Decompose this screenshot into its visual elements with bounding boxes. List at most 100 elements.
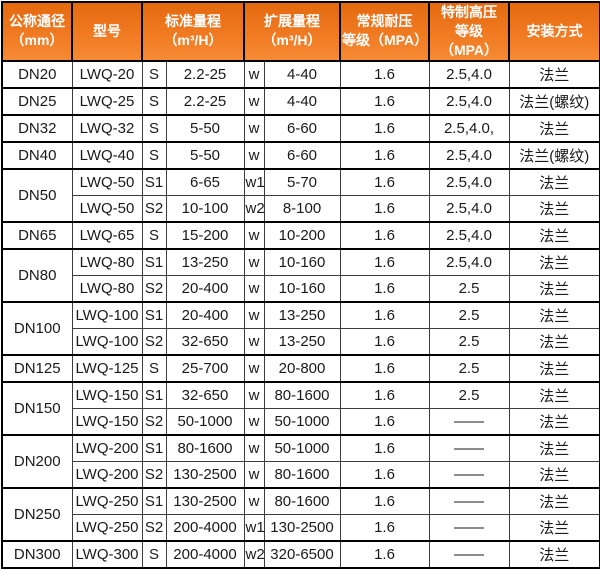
cell-s-range: 130-2500 <box>165 460 245 489</box>
cell-s-range: 6-65 <box>165 167 245 196</box>
cell-w-code: w <box>243 327 265 356</box>
cell-model: LWQ-80 <box>71 247 143 276</box>
cell-install: 法兰 <box>508 167 600 196</box>
table-row-dn200-s2: LWQ-200 S2 130-2500 w 80-1600 1.6 —— 法兰 <box>2 460 600 489</box>
cell-high-pressure: 2.5,4.0, <box>428 113 510 143</box>
cell-model: LWQ-65 <box>71 220 143 250</box>
cell-s-range: 5-50 <box>165 113 245 143</box>
cell-install: 法兰 <box>508 220 600 250</box>
cell-model: LWQ-100 <box>71 300 143 329</box>
cell-model: LWQ-50 <box>71 167 143 196</box>
cell-w-code: w <box>243 353 265 383</box>
cell-w-code: w <box>243 220 265 250</box>
cell-s-code: S1 <box>141 247 167 276</box>
cell-dn: DN32 <box>1 113 73 143</box>
cell-dn: DN80 <box>1 247 73 303</box>
table-row-dn150-s2: LWQ-150 S2 50-1000 w 50-1000 1.6 —— 法兰 <box>2 407 600 436</box>
cell-s-code: S1 <box>141 433 167 462</box>
cell-w-code: w <box>243 274 265 303</box>
cell-s-range: 200-4000 <box>165 513 245 542</box>
table-row-dn20: DN20 LWQ-20 S 2.2-25 w 4-40 1.6 2.5,4.0 … <box>1 59 600 89</box>
cell-pressure: 1.6 <box>339 194 430 223</box>
cell-s-code: S <box>141 113 167 143</box>
cell-s-range: 130-2500 <box>165 486 245 515</box>
cell-dn: DN300 <box>1 539 73 569</box>
cell-s-code: S <box>141 220 167 250</box>
cell-model: LWQ-32 <box>71 113 143 143</box>
cell-install: 法兰 <box>508 407 600 436</box>
cell-install: 法兰 <box>508 353 600 383</box>
cell-high-pressure: 2.5 <box>428 300 510 329</box>
cell-w-range: 10-200 <box>263 220 341 250</box>
cell-install: 法兰 <box>508 327 600 356</box>
cell-s-range: 13-250 <box>165 247 245 276</box>
cell-w-range: 13-250 <box>263 327 341 356</box>
cell-w-range: 50-1000 <box>263 407 341 436</box>
header-row: 公称通径 （mm） 型号 标准量程 （m³/H） 扩展量程 （m³/H） 常规耐… <box>1 1 600 62</box>
cell-high-pressure: —— <box>428 433 510 462</box>
cell-high-pressure: 2.5,4.0 <box>428 220 510 250</box>
cell-w-range: 80-1600 <box>263 486 341 515</box>
cell-s-range: 20-400 <box>165 300 245 329</box>
cell-s-code: S2 <box>141 460 167 489</box>
cell-install: 法兰 <box>508 300 600 329</box>
cell-w-code: w1 <box>243 167 265 196</box>
table-row-dn40: DN40 LWQ-40 S 5-50 w 6-60 1.6 2.5,4.0 法兰… <box>1 140 600 170</box>
cell-pressure: 1.6 <box>339 380 430 409</box>
cell-s-code: S <box>141 86 167 116</box>
cell-high-pressure: 2.5 <box>428 353 510 383</box>
cell-s-range: 10-100 <box>165 194 245 223</box>
cell-w-code: w <box>243 486 265 515</box>
cell-s-code: S <box>141 140 167 170</box>
table-row-dn25: DN25 LWQ-25 S 2.2-25 w 4-40 1.6 2.5,4.0 … <box>1 86 600 116</box>
cell-pressure: 1.6 <box>339 86 430 116</box>
cell-w-code: w1 <box>243 513 265 542</box>
table-row-dn150-s1: DN150 LWQ-150 S1 32-650 w 80-1600 1.6 2.… <box>1 380 600 436</box>
cell-s-code: S1 <box>141 167 167 196</box>
header-standard-range: 标准量程 （m³/H） <box>141 1 245 62</box>
table-row-dn200-s1: DN200 LWQ-200 S1 80-1600 w 50-1000 1.6 —… <box>1 433 600 489</box>
cell-high-pressure: 2.5 <box>428 380 510 409</box>
cell-dn: DN50 <box>1 167 73 223</box>
cell-s-code: S1 <box>141 486 167 515</box>
header-extended-range: 扩展量程 （m³/H） <box>243 1 341 62</box>
table-row-dn100-s2: LWQ-100 S2 32-650 w 13-250 1.6 2.5 法兰 <box>2 327 600 356</box>
cell-w-code: w <box>243 247 265 276</box>
cell-high-pressure: 2.5,4.0 <box>428 194 510 223</box>
cell-w-range: 80-1600 <box>263 460 341 489</box>
cell-pressure: 1.6 <box>339 513 430 542</box>
cell-s-range: 80-1600 <box>165 433 245 462</box>
cell-install: 法兰 <box>508 194 600 223</box>
cell-w-range: 80-1600 <box>263 380 341 409</box>
cell-pressure: 1.6 <box>339 353 430 383</box>
table-row-dn250-s2: LWQ-250 S2 200-4000 w1 130-2500 1.6 —— 法… <box>2 513 600 542</box>
cell-high-pressure: —— <box>428 407 510 436</box>
cell-w-range: 10-160 <box>263 274 341 303</box>
cell-install: 法兰 <box>508 380 600 409</box>
cell-install: 法兰(螺纹) <box>508 86 600 116</box>
cell-model: LWQ-20 <box>71 59 143 89</box>
table-row-dn32: DN32 LWQ-32 S 5-50 w 6-60 1.6 2.5,4.0, 法… <box>1 113 600 143</box>
cell-pressure: 1.6 <box>339 460 430 489</box>
table-row-dn80-s2: LWQ-80 S2 20-400 w 10-160 1.6 2.5 法兰 <box>2 274 600 303</box>
cell-pressure: 1.6 <box>339 300 430 329</box>
cell-install: 法兰 <box>508 113 600 143</box>
cell-pressure: 1.6 <box>339 274 430 303</box>
cell-w-range: 5-70 <box>263 167 341 196</box>
cell-s-range: 2.2-25 <box>165 59 245 89</box>
cell-model: LWQ-250 <box>71 486 143 515</box>
header-installation: 安装方式 <box>508 1 600 62</box>
cell-s-range: 32-650 <box>165 380 245 409</box>
table-row-dn100-s1: DN100 LWQ-100 S1 20-400 w 13-250 1.6 2.5… <box>1 300 600 356</box>
cell-w-range: 6-60 <box>263 140 341 170</box>
table-row-dn300: DN300 LWQ-300 S 200-4000 w2 320-6500 1.6… <box>1 539 600 569</box>
cell-s-code: S2 <box>141 194 167 223</box>
cell-s-range: 25-700 <box>165 353 245 383</box>
cell-install: 法兰 <box>508 274 600 303</box>
cell-pressure: 1.6 <box>339 433 430 462</box>
cell-w-code: w <box>243 113 265 143</box>
cell-high-pressure: —— <box>428 486 510 515</box>
cell-pressure: 1.6 <box>339 220 430 250</box>
